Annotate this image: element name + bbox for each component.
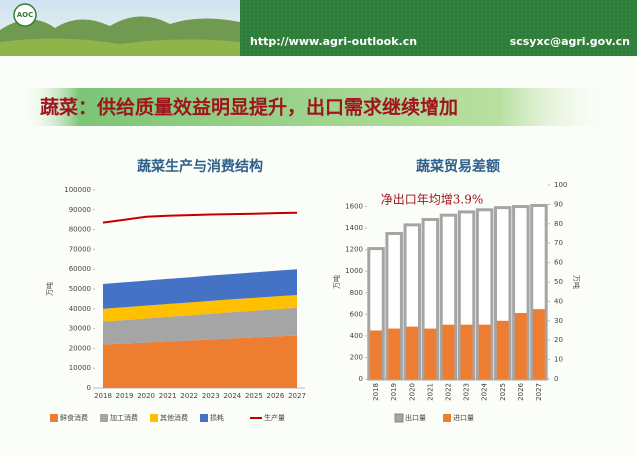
x-tick-label: 2024 (223, 392, 241, 400)
legend-label: 出口量 (405, 413, 426, 422)
legend-label: 其他消费 (160, 413, 188, 422)
title-band (20, 88, 620, 126)
y-axis-label: 万吨 (45, 282, 54, 296)
area (103, 294, 297, 322)
header-url: http://www.agri-outlook.cn (250, 35, 417, 48)
x-tick-label: 2023 (202, 392, 220, 400)
legend-label: 生产量 (264, 413, 285, 422)
y2-tick-label: 20 (554, 336, 563, 344)
y-tick-label: 1200 (345, 246, 363, 254)
area (103, 335, 297, 388)
x-tick-label: 2021 (426, 383, 434, 401)
y-tick-label: 0 (87, 384, 91, 392)
legend-label: 进口量 (453, 414, 474, 422)
x-tick-label: 2022 (444, 383, 452, 401)
y2-tick-label: 100 (554, 181, 567, 189)
legend-label: 损耗 (210, 413, 224, 422)
x-tick-label: 2018 (94, 392, 112, 400)
y2-tick-label: 40 (554, 297, 563, 305)
bar (478, 324, 491, 379)
x-tick-label: 2027 (288, 392, 306, 400)
legend-swatch (150, 414, 158, 422)
bar (460, 324, 473, 379)
x-tick-label: 2023 (463, 383, 471, 401)
y-tick-label: 0 (359, 375, 363, 383)
x-tick-label: 2020 (408, 383, 416, 401)
x-tick-label: 2026 (267, 392, 285, 400)
legend-swatch (394, 413, 404, 423)
x-tick-label: 2026 (517, 382, 525, 400)
bar (532, 309, 545, 379)
area (103, 269, 297, 309)
x-tick-label: 2019 (390, 383, 398, 401)
x-tick-label: 2025 (245, 392, 263, 400)
y-tick-label: 10000 (69, 364, 91, 372)
y-tick-label: 60000 (69, 265, 91, 273)
header-email: scsyxc@agri.gov.cn (510, 35, 630, 48)
x-tick-label: 2027 (535, 383, 543, 401)
y2-tick-label: 60 (554, 259, 563, 267)
y-tick-label: 200 (350, 353, 363, 361)
x-tick-label: 2021 (159, 392, 177, 400)
y2-tick-label: 50 (554, 278, 563, 286)
fields (0, 38, 240, 56)
y-tick-label: 30000 (69, 325, 91, 333)
chart-title: 蔬菜生产与消费结构 (137, 158, 263, 175)
y2-tick-label: 70 (554, 239, 563, 247)
legend-swatch (200, 414, 208, 422)
y2-tick-label: 80 (554, 220, 563, 228)
bar (370, 330, 383, 379)
area (103, 307, 297, 345)
line (102, 211, 298, 224)
bar (496, 320, 509, 379)
legend-label: 鲜食消费 (60, 413, 88, 422)
bar (442, 324, 455, 379)
x-tick-label: 2020 (137, 392, 155, 400)
legend-label: 加工消费 (110, 413, 138, 422)
x-tick-label: 2022 (180, 392, 198, 400)
y-tick-label: 800 (350, 289, 363, 297)
y-axis-label: 万吨 (332, 275, 341, 289)
y-tick-label: 100000 (64, 186, 91, 194)
y2-axis-label: 万吨 (572, 275, 581, 289)
y-tick-label: 90000 (69, 206, 91, 214)
bar (388, 328, 401, 379)
x-tick-label: 2019 (116, 392, 134, 400)
x-tick-label: 2018 (372, 383, 380, 401)
y-tick-label: 70000 (69, 245, 91, 253)
slide-title: 蔬菜：供给质量效益明显提升，出口需求继续增加 (40, 96, 458, 119)
chart-title: 蔬菜贸易差额 (416, 158, 500, 175)
x-tick-label: 2025 (499, 383, 507, 401)
logo-text: AOC (17, 11, 34, 19)
bar (514, 313, 527, 379)
y-tick-label: 400 (350, 332, 363, 340)
y-tick-label: 1400 (345, 224, 363, 232)
legend-swatch (100, 414, 108, 422)
x-tick-label: 2024 (481, 382, 489, 400)
y-tick-label: 80000 (69, 226, 91, 234)
legend-swatch (50, 414, 58, 422)
legend-swatch (443, 414, 451, 422)
y-tick-label: 1600 (345, 203, 363, 211)
y2-tick-label: 0 (554, 375, 558, 383)
y-tick-label: 20000 (69, 344, 91, 352)
y2-tick-label: 90 (554, 200, 563, 208)
y2-tick-label: 30 (554, 317, 563, 325)
y2-tick-label: 10 (554, 356, 563, 364)
y-tick-label: 50000 (69, 285, 91, 293)
header-band (240, 0, 637, 56)
annotation: 净出口年均增3.9% (381, 193, 484, 207)
bar (424, 328, 437, 379)
logo (13, 3, 37, 27)
bar (406, 326, 419, 379)
y-tick-label: 600 (350, 310, 363, 318)
y-tick-label: 40000 (69, 305, 91, 313)
y-tick-label: 1000 (345, 267, 363, 275)
